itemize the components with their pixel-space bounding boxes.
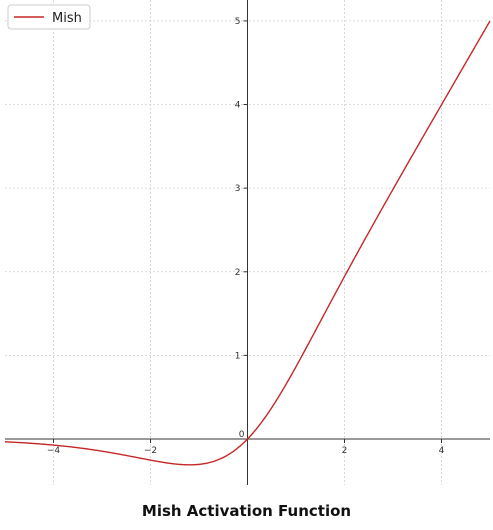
legend-box: [7, 4, 91, 30]
ticks-layer: −4 −2 0 2 4 1 2 3 4 5: [47, 17, 445, 456]
x-tick-label: −2: [144, 446, 157, 456]
y-tick-label: 5: [235, 17, 241, 27]
series-line-mish: [4, 20, 491, 466]
legend-label-mish: Mish: [52, 11, 82, 26]
x-tick-label: 4: [439, 446, 445, 456]
legend: Mish: [7, 4, 91, 30]
mish-line-chart: −4 −2 0 2 4 1 2 3 4 5 Mish: [4, 0, 491, 485]
y-tick-label: 3: [235, 184, 241, 194]
y-tick-label: 1: [235, 351, 241, 361]
chart-caption: Mish Activation Function: [141, 502, 352, 520]
axes-layer: [5, 0, 490, 485]
y-tick-label: 2: [235, 268, 241, 278]
y-tick-label: 4: [235, 101, 241, 111]
x-tick-label: 0: [239, 430, 245, 440]
series-layer: [4, 20, 491, 466]
x-tick-label: 2: [342, 446, 348, 456]
x-tick-label: −4: [47, 446, 61, 456]
